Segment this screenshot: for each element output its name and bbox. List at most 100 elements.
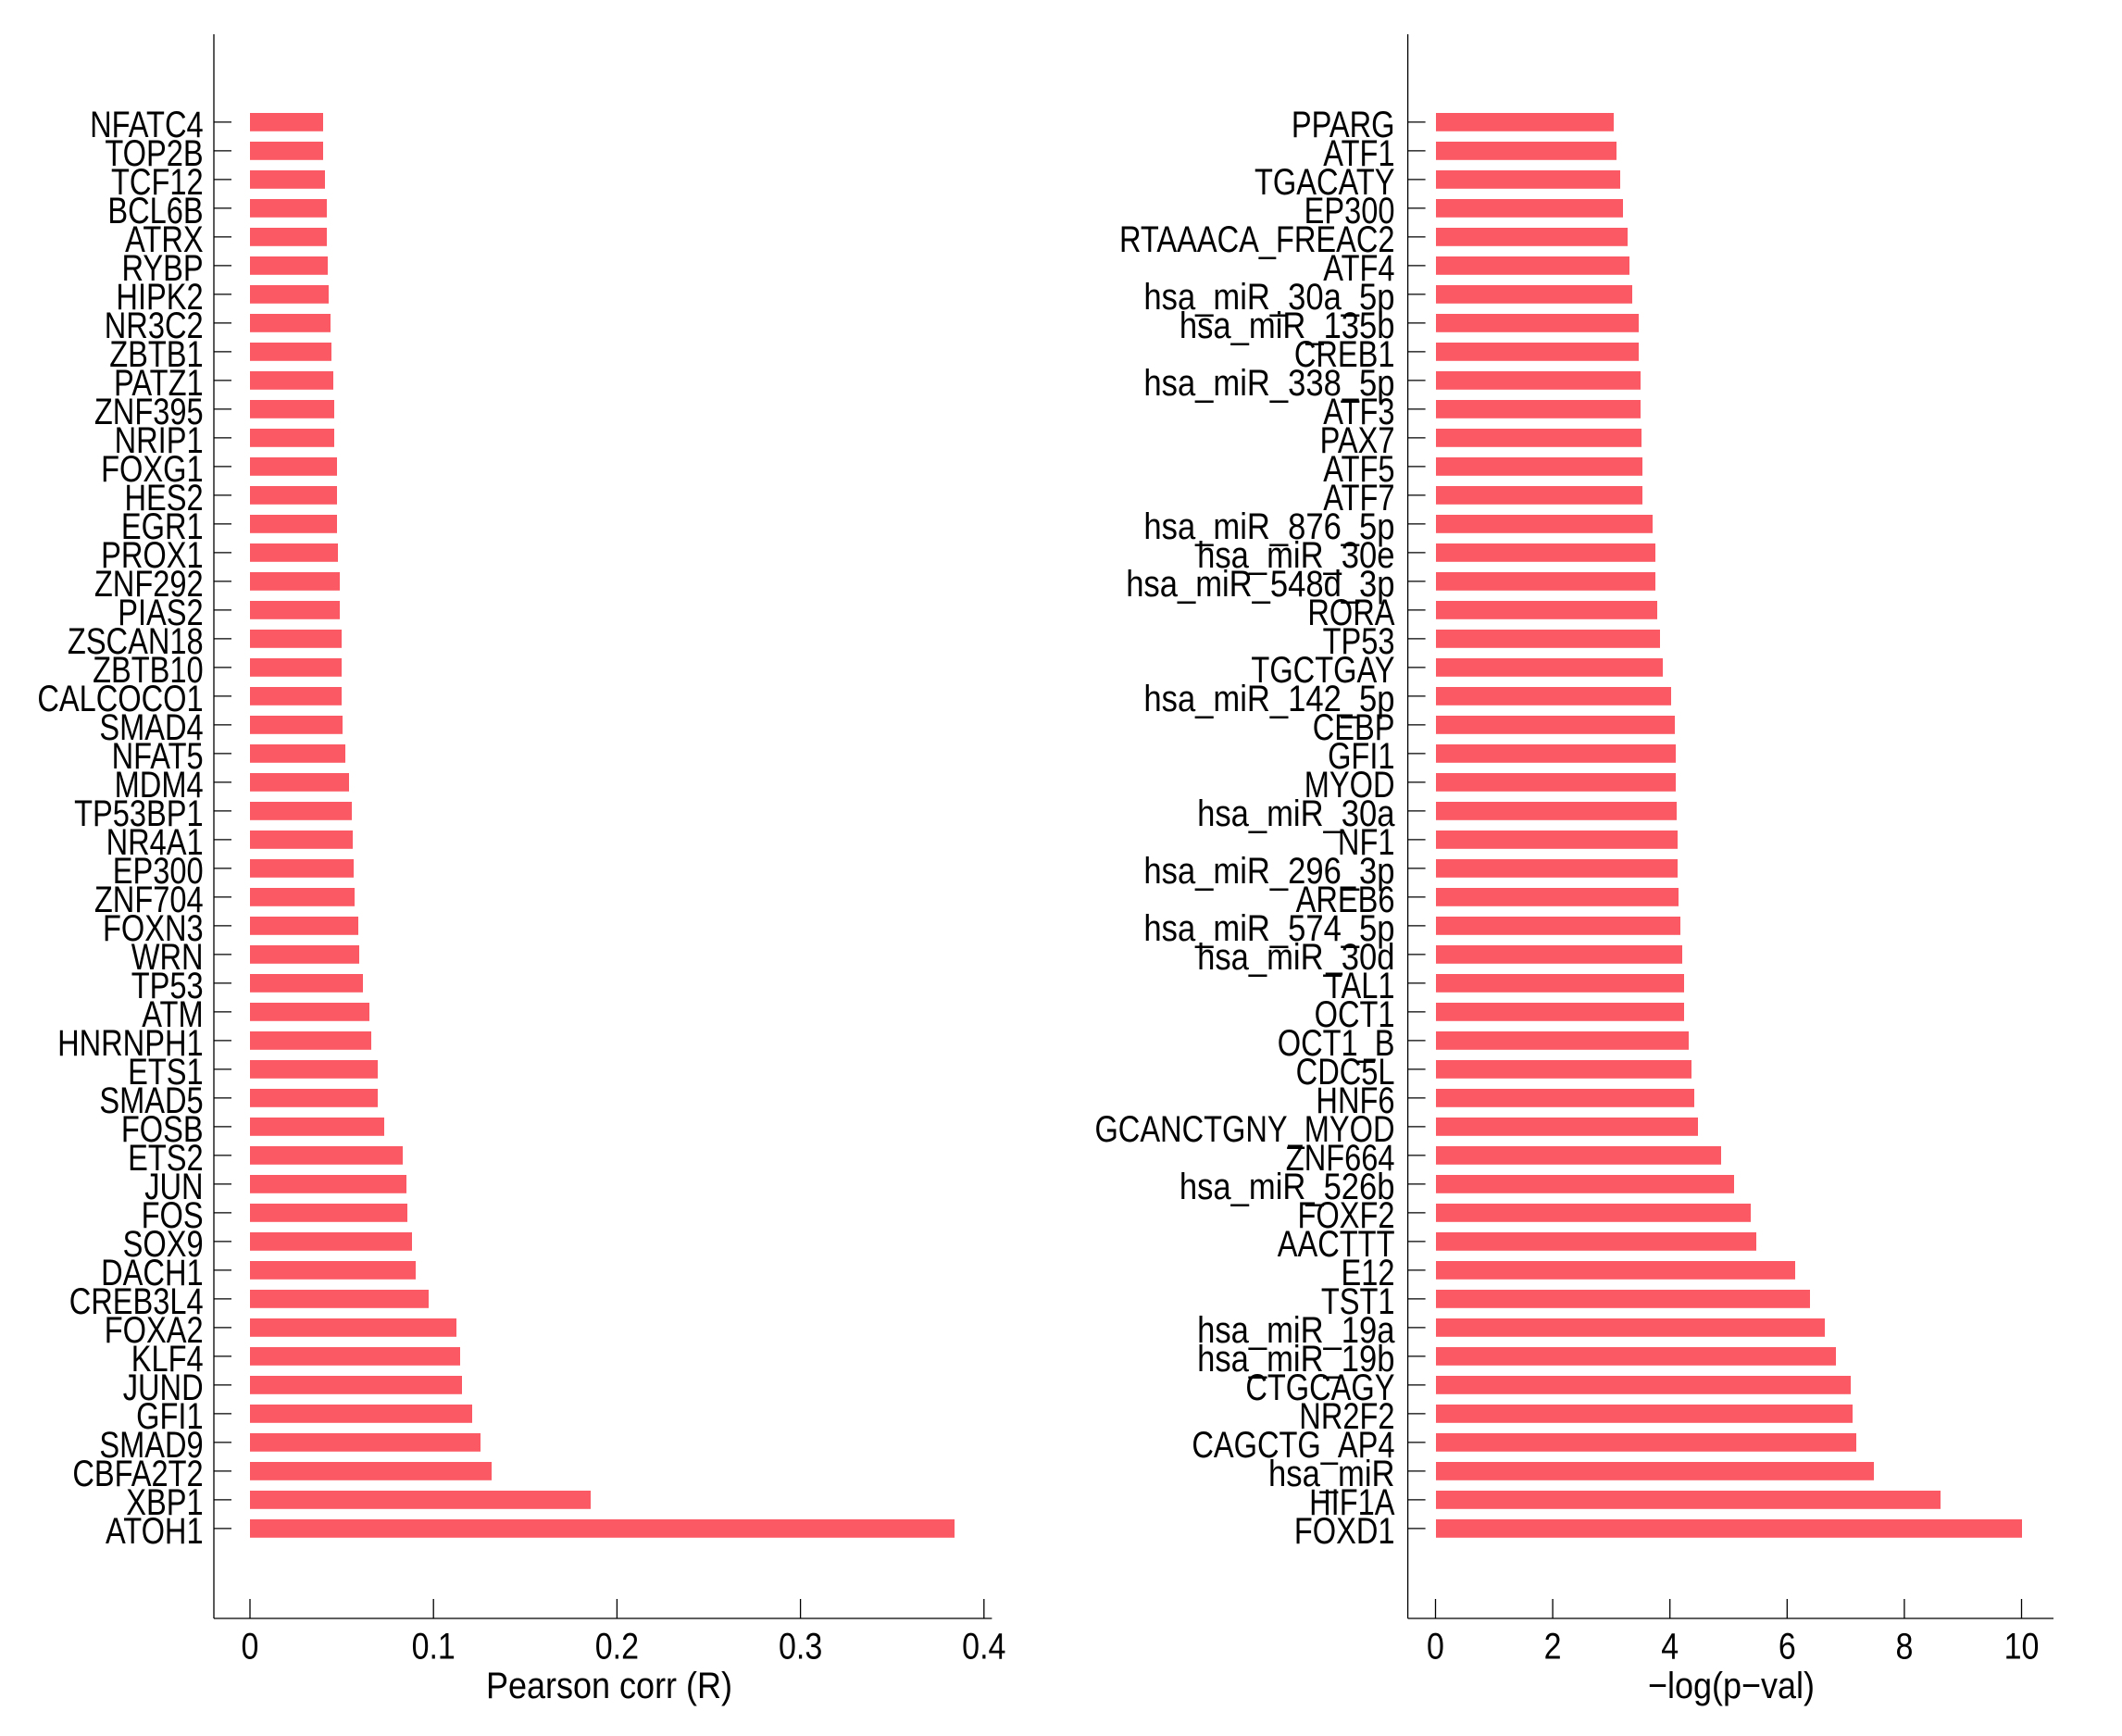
svg-text:FOXG1: FOXG1 [101, 448, 203, 490]
svg-text:NR2F2: NR2F2 [1299, 1395, 1394, 1437]
svg-text:HIPK2: HIPK2 [116, 276, 203, 318]
svg-text:DACH1: DACH1 [101, 1252, 203, 1293]
svg-text:0.4: 0.4 [962, 1625, 1005, 1667]
svg-text:ATF7: ATF7 [1323, 477, 1394, 518]
svg-text:ZBTB1: ZBTB1 [109, 333, 203, 375]
svg-text:ETS2: ETS2 [128, 1137, 203, 1179]
svg-text:OCT1: OCT1 [1315, 993, 1395, 1035]
svg-text:GFI1: GFI1 [1328, 735, 1394, 777]
svg-text:hsa_miR: hsa_miR [1268, 1453, 1394, 1494]
svg-text:CAGCTG_AP4: CAGCTG_AP4 [1192, 1424, 1394, 1466]
svg-text:HNRNPH1: HNRNPH1 [57, 1022, 204, 1064]
svg-text:NF1: NF1 [1338, 821, 1395, 863]
svg-text:GFI1: GFI1 [136, 1395, 203, 1437]
svg-text:SMAD4: SMAD4 [99, 706, 203, 748]
svg-text:CDC5L: CDC5L [1296, 1051, 1395, 1093]
svg-text:TGACATY: TGACATY [1254, 161, 1394, 203]
svg-text:ZNF664: ZNF664 [1286, 1137, 1395, 1179]
svg-text:FOSB: FOSB [121, 1108, 204, 1150]
svg-text:0.3: 0.3 [779, 1625, 822, 1667]
svg-text:4: 4 [1661, 1625, 1679, 1667]
svg-text:EP300: EP300 [1304, 190, 1395, 231]
svg-text:ZNF292: ZNF292 [94, 563, 204, 605]
svg-text:SMAD5: SMAD5 [99, 1080, 203, 1121]
svg-text:NR4A1: NR4A1 [106, 821, 204, 863]
svg-text:NR3C2: NR3C2 [105, 305, 204, 346]
svg-text:PIAS2: PIAS2 [118, 592, 203, 633]
svg-text:BCL6B: BCL6B [107, 190, 203, 231]
svg-text:NRIP1: NRIP1 [115, 419, 204, 461]
svg-text:Pearson corr (R): Pearson corr (R) [486, 1666, 732, 1706]
svg-text:EGR1: EGR1 [121, 506, 204, 547]
svg-text:ATOH1: ATOH1 [106, 1510, 204, 1552]
svg-text:ZNF704: ZNF704 [94, 879, 204, 920]
svg-text:NFATC4: NFATC4 [90, 104, 204, 145]
svg-text:GCANCTGNY_MYOD: GCANCTGNY_MYOD [1094, 1108, 1394, 1150]
svg-text:hsa_miR_30e: hsa_miR_30e [1197, 534, 1394, 576]
svg-text:2: 2 [1544, 1625, 1562, 1667]
svg-text:FOXF2: FOXF2 [1297, 1194, 1394, 1236]
svg-text:TP53BP1: TP53BP1 [74, 793, 203, 834]
svg-text:WRN: WRN [131, 936, 204, 978]
svg-text:SMAD9: SMAD9 [99, 1424, 203, 1466]
svg-text:8: 8 [1895, 1625, 1913, 1667]
svg-text:TP53: TP53 [131, 965, 204, 1006]
svg-text:RTAAACA_FREAC2: RTAAACA_FREAC2 [1119, 219, 1395, 260]
svg-text:PROX1: PROX1 [101, 534, 203, 576]
svg-text:10: 10 [2004, 1625, 2040, 1667]
svg-text:EP300: EP300 [113, 850, 204, 892]
svg-text:ATF1: ATF1 [1323, 132, 1394, 174]
svg-text:CALCOCO1: CALCOCO1 [37, 678, 203, 719]
svg-text:hsa_miR_296_3p: hsa_miR_296_3p [1143, 850, 1394, 892]
svg-text:ATRX: ATRX [125, 219, 203, 260]
svg-text:ATF5: ATF5 [1323, 448, 1394, 490]
svg-text:hsa_miR_876_5p: hsa_miR_876_5p [1143, 506, 1394, 547]
svg-text:CREB1: CREB1 [1294, 333, 1395, 375]
svg-text:NFAT5: NFAT5 [112, 735, 204, 777]
svg-text:PPARG: PPARG [1292, 104, 1395, 145]
svg-text:TP53: TP53 [1323, 620, 1395, 662]
svg-text:FOS: FOS [142, 1194, 204, 1236]
svg-text:0.1: 0.1 [412, 1625, 456, 1667]
svg-text:hsa_miR_30a_5p: hsa_miR_30a_5p [1143, 276, 1394, 318]
svg-text:hsa_miR_548d_3p: hsa_miR_548d_3p [1126, 563, 1394, 605]
svg-text:HNF6: HNF6 [1316, 1080, 1394, 1121]
svg-text:RYBP: RYBP [121, 247, 203, 289]
svg-text:TOP2B: TOP2B [105, 132, 203, 174]
svg-text:hsa_miR_338_5p: hsa_miR_338_5p [1143, 362, 1394, 404]
svg-text:TST1: TST1 [1321, 1280, 1395, 1322]
svg-text:AREB6: AREB6 [1296, 879, 1395, 920]
svg-text:SOX9: SOX9 [123, 1223, 204, 1265]
svg-text:hsa_miR_19a: hsa_miR_19a [1197, 1309, 1395, 1351]
svg-text:hsa_miR_135b: hsa_miR_135b [1180, 305, 1395, 346]
svg-text:6: 6 [1779, 1625, 1796, 1667]
svg-text:hsa_miR_142_5p: hsa_miR_142_5p [1143, 678, 1394, 719]
svg-text:TCF12: TCF12 [111, 161, 204, 203]
svg-text:hsa_miR_19b: hsa_miR_19b [1197, 1338, 1394, 1380]
svg-text:PAX7: PAX7 [1320, 419, 1395, 461]
svg-text:FOXA2: FOXA2 [105, 1309, 204, 1351]
svg-text:hsa_miR_574_5p: hsa_miR_574_5p [1143, 907, 1394, 949]
svg-text:ATF3: ATF3 [1323, 391, 1394, 432]
svg-text:TGCTGAY: TGCTGAY [1251, 649, 1394, 691]
svg-text:JUND: JUND [123, 1367, 204, 1408]
svg-text:ZNF395: ZNF395 [94, 391, 204, 432]
svg-text:ZBTB10: ZBTB10 [93, 649, 204, 691]
svg-text:OCT1_B: OCT1_B [1278, 1022, 1395, 1064]
svg-text:HES2: HES2 [124, 477, 203, 518]
svg-text:ZSCAN18: ZSCAN18 [68, 620, 204, 662]
svg-text:0: 0 [242, 1625, 259, 1667]
svg-text:hsa_miR_526b: hsa_miR_526b [1180, 1166, 1395, 1207]
svg-text:ATM: ATM [142, 993, 203, 1035]
svg-text:RORA: RORA [1307, 592, 1395, 633]
svg-text:hsa_miR_30d: hsa_miR_30d [1197, 936, 1394, 978]
svg-text:ETS1: ETS1 [128, 1051, 203, 1093]
svg-text:FOXD1: FOXD1 [1294, 1510, 1395, 1552]
svg-text:E12: E12 [1342, 1252, 1395, 1293]
svg-text:PATZ1: PATZ1 [114, 362, 204, 404]
svg-text:0.2: 0.2 [595, 1625, 639, 1667]
svg-text:MYOD: MYOD [1304, 764, 1395, 806]
svg-text:MDM4: MDM4 [115, 764, 204, 806]
svg-text:TAL1: TAL1 [1325, 965, 1394, 1006]
svg-text:JUN: JUN [144, 1166, 203, 1207]
